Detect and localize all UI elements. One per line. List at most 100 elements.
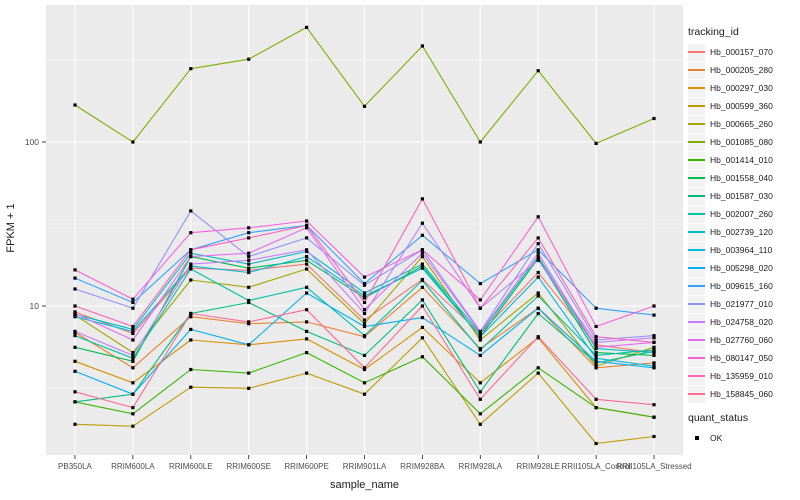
data-point bbox=[131, 392, 135, 396]
data-point bbox=[536, 236, 540, 240]
x-tick-label: RRIM600PE bbox=[284, 462, 328, 471]
legend-item-label: Hb_080147_050 bbox=[710, 353, 773, 363]
legend-key bbox=[688, 151, 705, 169]
data-point bbox=[247, 268, 251, 272]
data-point bbox=[652, 336, 656, 340]
data-point bbox=[652, 348, 656, 352]
data-point bbox=[536, 255, 540, 259]
legend-items-tracking-id: Hb_000157_070 Hb_000205_280 Hb_000297_030 H… bbox=[688, 43, 800, 403]
data-point bbox=[536, 258, 540, 262]
data-point bbox=[652, 366, 656, 370]
data-point bbox=[247, 371, 251, 375]
legend-item: Hb_001587_030 bbox=[688, 187, 800, 205]
data-point bbox=[305, 258, 309, 262]
data-point bbox=[478, 412, 482, 416]
data-point bbox=[305, 308, 309, 312]
data-point bbox=[536, 294, 540, 298]
data-point bbox=[73, 268, 77, 272]
data-point bbox=[420, 316, 424, 320]
data-point bbox=[305, 226, 309, 230]
data-point bbox=[594, 141, 598, 145]
data-point bbox=[362, 275, 367, 279]
data-point bbox=[305, 285, 309, 289]
data-point bbox=[594, 324, 598, 329]
data-point bbox=[652, 353, 656, 357]
data-point bbox=[305, 249, 309, 254]
x-tick-label: RRIM928LE bbox=[516, 462, 560, 471]
legend-item: Hb_001414_010 bbox=[688, 151, 800, 169]
data-point bbox=[131, 424, 135, 428]
data-point bbox=[362, 334, 367, 338]
data-point bbox=[131, 381, 135, 385]
data-point bbox=[247, 251, 251, 255]
data-point bbox=[536, 256, 540, 260]
data-point bbox=[73, 369, 77, 373]
legend-item: Hb_002739_120 bbox=[688, 223, 800, 241]
data-point bbox=[189, 311, 193, 316]
data-point bbox=[189, 315, 193, 319]
legend-item: Hb_135959_010 bbox=[688, 367, 800, 385]
x-tick-label: RRIM928LA bbox=[459, 462, 503, 471]
data-point bbox=[247, 386, 251, 390]
legend-item-label: Hb_024758_020 bbox=[710, 317, 773, 327]
data-point bbox=[305, 25, 309, 29]
data-point bbox=[73, 345, 77, 349]
legend-key bbox=[688, 241, 705, 259]
data-point bbox=[131, 412, 135, 416]
data-point bbox=[131, 306, 135, 310]
data-point bbox=[305, 371, 309, 375]
legend-key-line-icon bbox=[688, 321, 705, 323]
data-point bbox=[189, 367, 193, 372]
legend-item-label: Hb_000599_360 bbox=[710, 101, 773, 111]
legend-item-label: Hb_001085_080 bbox=[710, 137, 773, 147]
data-point bbox=[420, 262, 424, 266]
data-point bbox=[189, 264, 193, 268]
data-point bbox=[652, 116, 656, 121]
data-point bbox=[247, 236, 251, 240]
x-tick-label: RRII105LA_Stressed bbox=[616, 462, 691, 471]
data-point bbox=[478, 140, 482, 144]
legend-item-label: OK bbox=[710, 433, 723, 443]
data-point bbox=[420, 264, 424, 268]
data-point bbox=[362, 300, 367, 305]
legend-key-line-icon bbox=[688, 231, 705, 233]
data-point bbox=[73, 359, 77, 363]
data-point bbox=[189, 267, 193, 271]
data-point bbox=[362, 366, 367, 370]
legend-item-label: Hb_005298_020 bbox=[710, 263, 773, 273]
data-point bbox=[478, 330, 482, 334]
data-point bbox=[189, 385, 193, 389]
data-point bbox=[536, 248, 540, 252]
legend-item: Hb_009615_160 bbox=[688, 277, 800, 295]
data-point bbox=[594, 364, 598, 368]
legend-key bbox=[688, 79, 705, 97]
data-point bbox=[536, 215, 540, 219]
data-point bbox=[131, 300, 135, 305]
data-point bbox=[420, 278, 424, 283]
data-point bbox=[131, 327, 135, 331]
legend-key-line-icon bbox=[688, 51, 705, 53]
data-point bbox=[131, 351, 135, 355]
data-point bbox=[131, 366, 135, 370]
data-point bbox=[247, 270, 251, 275]
data-point bbox=[305, 320, 309, 324]
data-point bbox=[131, 297, 135, 301]
data-point bbox=[189, 248, 193, 252]
data-point bbox=[420, 233, 424, 237]
data-point bbox=[305, 236, 309, 240]
data-point bbox=[478, 306, 482, 310]
data-point bbox=[652, 361, 656, 365]
data-point bbox=[73, 329, 77, 333]
legend-item: Hb_024758_020 bbox=[688, 313, 800, 331]
data-point bbox=[247, 262, 251, 266]
x-tick-label: RRIM901LA bbox=[343, 462, 387, 471]
legend-item-label: Hb_000665_260 bbox=[710, 119, 773, 129]
data-point bbox=[73, 276, 77, 280]
legend-key bbox=[688, 313, 705, 331]
legend-item: Hb_021977_010 bbox=[688, 295, 800, 313]
data-point bbox=[305, 337, 309, 341]
legend-key bbox=[688, 43, 705, 61]
data-point bbox=[420, 336, 424, 340]
legend-item-label: Hb_027760_060 bbox=[710, 335, 773, 345]
